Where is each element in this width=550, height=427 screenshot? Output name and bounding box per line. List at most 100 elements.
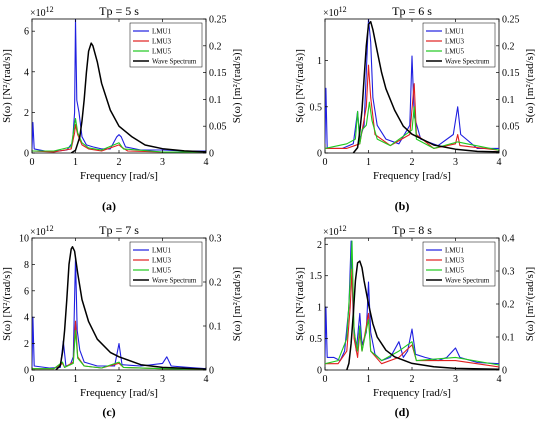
x-tick-label: 4	[497, 157, 502, 168]
y-right-tick-label: 0.3	[502, 267, 515, 278]
series-lines	[325, 19, 499, 153]
series-lines	[32, 19, 206, 153]
x-tick-label: 3	[453, 374, 458, 385]
y-left-tick-label: 1.5	[310, 271, 323, 282]
y-right-tick-label: 0.2	[209, 41, 222, 52]
series-lmu5	[32, 117, 206, 153]
y-right-tick-label: 0.1	[209, 95, 222, 106]
panel-tag: (a)	[102, 199, 116, 213]
y-right-tick-label: 0.25	[209, 15, 227, 26]
x-tick-label: 2	[410, 157, 415, 168]
series-wave-spectrum	[346, 260, 499, 370]
y-left-tick-label: 0	[317, 149, 322, 160]
y-exponent: ×1012	[323, 224, 347, 238]
y-right-tick-label: 0.05	[502, 122, 520, 133]
panel-title: Tp = 8 s	[392, 223, 432, 237]
panel-tag: (c)	[102, 405, 115, 419]
legend-entry: LMU1	[445, 247, 465, 255]
legend-entry: LMU5	[152, 48, 172, 56]
y-left-tick-label: 0.5	[310, 334, 323, 345]
y-left-tick-label: 6	[24, 286, 29, 297]
series-lmu1	[32, 257, 206, 370]
y-right-tick-label: 0.2	[502, 300, 515, 311]
x-tick-label: 4	[204, 157, 209, 168]
y-left-axis-label: S(ω) [N²/(rad/s)]	[1, 267, 13, 341]
panel-tag: (b)	[395, 199, 410, 213]
legend: LMU1 LMU3 LMU5 Wave Spectrum	[422, 22, 496, 68]
legend-box	[422, 22, 496, 68]
legend-entry: Wave Spectrum	[152, 277, 197, 285]
y-exponent: ×1012	[30, 224, 54, 238]
x-tick-label: 0	[30, 157, 35, 168]
x-tick-label: 2	[410, 374, 415, 385]
y-left-tick-label: 2	[317, 240, 322, 251]
y-right-tick-label: 0.4	[502, 234, 515, 245]
legend-entry: LMU1	[152, 28, 172, 36]
x-axis-label: Frequency [rad/s]	[80, 170, 158, 182]
y-left-tick-label: 2	[24, 339, 29, 350]
legend: LMU1 LMU3 LMU5 Wave Spectrum	[129, 22, 203, 68]
legend-entry: Wave Spectrum	[445, 58, 490, 66]
y-left-tick-label: 1	[317, 303, 322, 314]
legend-entry: LMU5	[152, 267, 172, 275]
x-tick-label: 3	[160, 157, 165, 168]
x-tick-label: 2	[117, 374, 122, 385]
y-right-axis-label: S(ω) [m²/(rad/s)]	[524, 49, 536, 123]
y-right-tick-label: 0.15	[502, 68, 520, 79]
series-lmu5	[32, 329, 206, 370]
legend-entry: Wave Spectrum	[445, 277, 490, 285]
y-right-tick-label: 0	[209, 366, 214, 377]
legend: LMU1 LMU3 LMU5 Wave Spectrum	[422, 241, 496, 287]
y-left-tick-label: 1	[317, 56, 322, 67]
legend-box	[422, 241, 496, 287]
y-right-tick-label: 0	[502, 149, 507, 160]
y-left-tick-label: 10	[19, 234, 29, 245]
x-tick-label: 2	[117, 157, 122, 168]
series-wave-spectrum	[55, 246, 206, 370]
y-left-tick-label: 0.5	[310, 102, 323, 113]
y-right-axis-label: S(ω) [m²/(rad/s)]	[231, 49, 243, 123]
y-right-tick-label: 0	[502, 366, 507, 377]
series-lmu5	[325, 240, 499, 366]
legend-entry: LMU1	[152, 247, 172, 255]
y-right-tick-label: 0.1	[502, 333, 515, 344]
y-left-tick-label: 4	[24, 313, 29, 324]
y-exponent: ×1012	[323, 5, 347, 19]
y-right-tick-label: 0.3	[209, 234, 222, 245]
legend: LMU1 LMU3 LMU5 Wave Spectrum	[129, 241, 203, 287]
series-lmu5	[325, 101, 499, 151]
legend-entry: LMU5	[445, 267, 465, 275]
legend-entry: LMU1	[445, 28, 465, 36]
legend-box	[129, 241, 203, 287]
x-tick-label: 1	[366, 374, 371, 385]
x-tick-label: 0	[323, 157, 328, 168]
y-right-tick-label: 0.1	[209, 322, 222, 333]
legend-box	[129, 22, 203, 68]
y-left-axis-label: S(ω) [N²/(rad/s)]	[294, 49, 306, 123]
legend-entry: LMU3	[445, 257, 465, 265]
y-exponent: ×1012	[30, 5, 54, 19]
panel-title: Tp = 5 s	[99, 4, 139, 18]
legend-entry: LMU5	[445, 48, 465, 56]
x-tick-label: 1	[366, 157, 371, 168]
legend-entry: LMU3	[445, 38, 465, 46]
x-tick-label: 0	[30, 374, 35, 385]
x-tick-label: 4	[204, 374, 209, 385]
x-tick-label: 1	[73, 374, 78, 385]
y-right-tick-label: 0.1	[502, 95, 515, 106]
series-wave-spectrum	[352, 20, 499, 153]
x-axis-label: Frequency [rad/s]	[373, 170, 451, 182]
series-lines	[32, 246, 206, 370]
y-right-axis-label: S(ω) [m²/(rad/s)]	[524, 267, 536, 341]
series-lmu1	[325, 19, 499, 149]
panel-title: Tp = 7 s	[99, 223, 139, 237]
y-right-axis-label: S(ω) [m²/(rad/s)]	[231, 267, 243, 341]
x-tick-label: 3	[160, 374, 165, 385]
legend-entry: Wave Spectrum	[152, 58, 197, 66]
y-left-tick-label: 6	[24, 27, 29, 38]
y-right-tick-label: 0.2	[502, 41, 515, 52]
